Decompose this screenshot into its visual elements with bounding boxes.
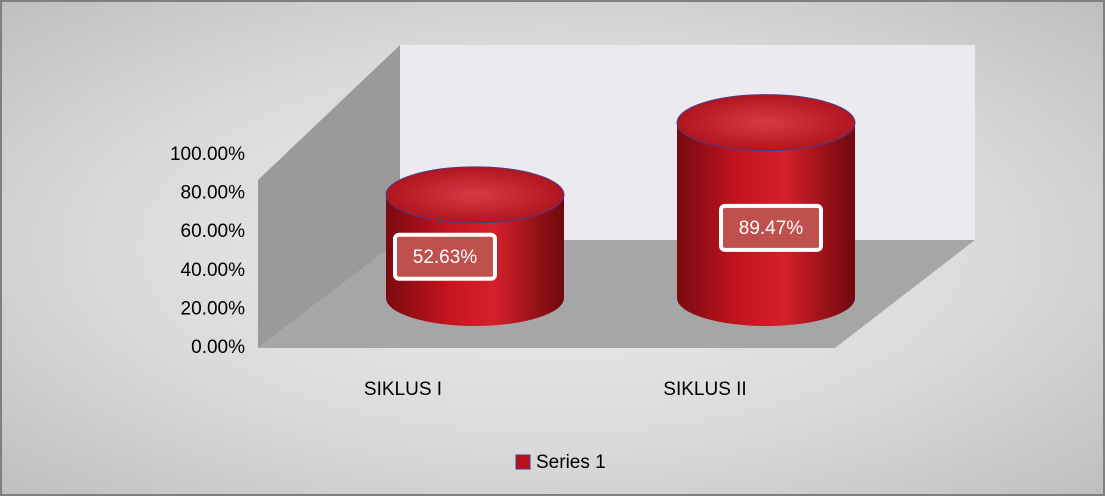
x-tick-label: SIKLUS II xyxy=(663,379,746,400)
bar-top xyxy=(676,94,856,152)
data-label: 89.47% xyxy=(739,218,804,239)
bar-top xyxy=(385,166,565,224)
data-label-box xyxy=(719,203,823,252)
y-tick-label: 0.00% xyxy=(191,337,245,358)
y-tick-label: 60.00% xyxy=(181,221,246,242)
y-tick-label: 20.00% xyxy=(181,298,246,319)
legend-swatch xyxy=(515,454,531,470)
side-wall xyxy=(258,45,400,348)
y-tick-label: 80.00% xyxy=(181,183,246,204)
legend-label: Series 1 xyxy=(536,452,606,473)
data-label-box xyxy=(393,232,497,281)
data-label: 52.63% xyxy=(413,247,478,268)
y-tick-label: 100.00% xyxy=(170,144,245,165)
y-tick-label: 40.00% xyxy=(181,260,246,281)
x-tick-label: SIKLUS I xyxy=(364,379,442,400)
